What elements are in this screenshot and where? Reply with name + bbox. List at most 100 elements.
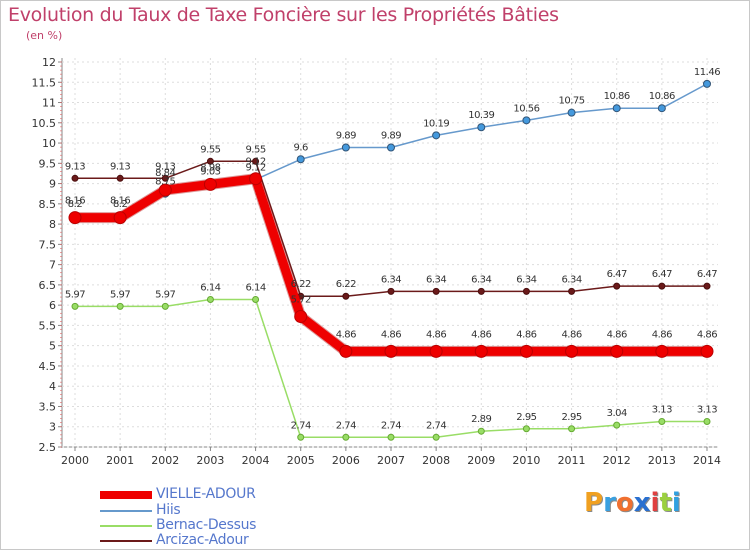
data-point-arcizac-adour xyxy=(568,287,576,295)
data-label-bernac-dessus: 2.74 xyxy=(426,420,446,431)
data-point-bernac-dessus xyxy=(71,302,79,310)
data-point-bernac-dessus xyxy=(703,417,711,425)
y-tick-label: 7 xyxy=(49,259,56,272)
x-tick-label: 2004 xyxy=(242,454,270,467)
data-label-vielle-adour: 4.86 xyxy=(471,329,491,340)
data-label-vielle-adour: 4.86 xyxy=(561,329,581,340)
data-label-vielle-adour: 8.16 xyxy=(110,196,130,207)
data-point-hiis xyxy=(703,79,711,88)
data-label-hiis: 10.39 xyxy=(468,110,494,121)
data-label-arcizac-adour: 6.22 xyxy=(336,279,356,290)
x-tick-label: 2009 xyxy=(467,454,495,467)
data-point-arcizac-adour xyxy=(161,174,169,182)
data-label-hiis: 8.75 xyxy=(155,177,175,188)
x-tick-label: 2010 xyxy=(512,454,540,467)
data-point-arcizac-adour xyxy=(252,157,260,165)
data-label-hiis: 11.46 xyxy=(694,67,720,78)
data-point-vielle-adour xyxy=(474,344,488,358)
x-tick-label: 2013 xyxy=(648,454,676,467)
logo-letter: i xyxy=(650,488,660,518)
data-point-hiis xyxy=(522,116,531,125)
logo-letter: r xyxy=(603,488,616,518)
data-point-bernac-dessus xyxy=(568,425,576,433)
data-point-hiis xyxy=(477,123,486,132)
y-tick-label: 4 xyxy=(49,380,56,393)
data-point-arcizac-adour xyxy=(477,287,485,295)
data-label-vielle-adour: 4.86 xyxy=(336,329,356,340)
data-label-vielle-adour: 8.16 xyxy=(65,196,85,207)
data-label-vielle-adour: 4.86 xyxy=(516,329,536,340)
data-point-vielle-adour xyxy=(610,344,624,358)
y-tick-label: 11 xyxy=(42,97,56,110)
data-point-arcizac-adour xyxy=(658,282,666,290)
x-tick-label: 2014 xyxy=(693,454,721,467)
data-label-vielle-adour: 4.86 xyxy=(697,329,717,340)
data-point-arcizac-adour xyxy=(71,174,79,182)
data-point-vielle-adour xyxy=(158,183,172,197)
data-point-hiis xyxy=(387,143,395,152)
legend-swatch-vielle-adour xyxy=(100,491,152,499)
y-tick-label: 10.5 xyxy=(32,117,57,130)
data-label-arcizac-adour: 9.55 xyxy=(245,144,265,155)
legend-swatch-hiis xyxy=(100,510,152,512)
data-label-arcizac-adour: 6.34 xyxy=(561,274,581,285)
y-tick-label: 3.5 xyxy=(39,400,57,413)
data-label-vielle-adour: 9.12 xyxy=(245,157,265,168)
data-label-hiis: 9.89 xyxy=(381,131,401,142)
data-label-bernac-dessus: 2.95 xyxy=(561,412,581,423)
data-point-bernac-dessus xyxy=(477,427,485,435)
data-label-hiis: 10.86 xyxy=(604,91,630,102)
data-point-vielle-adour xyxy=(68,211,82,225)
data-point-vielle-adour xyxy=(339,344,353,358)
data-label-hiis: 10.56 xyxy=(513,103,539,114)
data-point-bernac-dessus xyxy=(116,302,124,310)
data-label-hiis: 9.6 xyxy=(294,142,309,153)
y-tick-label: 9 xyxy=(49,178,56,191)
data-label-vielle-adour: 4.86 xyxy=(381,329,401,340)
data-point-vielle-adour xyxy=(519,344,533,358)
data-point-arcizac-adour xyxy=(116,174,124,182)
data-label-bernac-dessus: 2.74 xyxy=(336,420,356,431)
y-tick-label: 4.5 xyxy=(39,360,57,373)
data-point-vielle-adour xyxy=(294,310,308,324)
data-label-bernac-dessus: 2.89 xyxy=(471,414,491,425)
data-label-bernac-dessus: 5.97 xyxy=(110,289,130,300)
data-label-arcizac-adour: 6.47 xyxy=(652,269,672,280)
data-point-arcizac-adour xyxy=(342,292,350,300)
data-point-hiis xyxy=(341,143,350,152)
data-label-arcizac-adour: 6.22 xyxy=(291,279,311,290)
data-point-arcizac-adour xyxy=(703,282,711,290)
data-point-arcizac-adour xyxy=(522,287,530,295)
data-label-bernac-dessus: 2.74 xyxy=(291,420,311,431)
logo-letter: x xyxy=(633,488,651,518)
data-label-hiis: 10.75 xyxy=(559,96,585,107)
data-label-bernac-dessus: 6.14 xyxy=(245,282,265,293)
data-label-bernac-dessus: 6.14 xyxy=(200,282,220,293)
logo-letter: i xyxy=(671,488,681,518)
data-point-vielle-adour xyxy=(384,344,398,358)
data-label-arcizac-adour: 6.34 xyxy=(516,274,536,285)
data-label-bernac-dessus: 5.97 xyxy=(155,289,175,300)
data-label-arcizac-adour: 9.13 xyxy=(65,161,85,172)
data-label-bernac-dessus: 2.74 xyxy=(381,420,401,431)
data-label-vielle-adour: 4.86 xyxy=(652,329,672,340)
y-tick-label: 7.5 xyxy=(39,238,57,251)
y-tick-label: 8.5 xyxy=(39,198,57,211)
x-tick-label: 2012 xyxy=(603,454,631,467)
data-label-arcizac-adour: 9.13 xyxy=(155,161,175,172)
y-tick-label: 9.5 xyxy=(39,157,57,170)
chart-subtitle: (en %) xyxy=(26,29,63,42)
y-tick-label: 10 xyxy=(42,137,56,150)
x-tick-label: 2006 xyxy=(332,454,360,467)
data-label-hiis: 8.2 xyxy=(113,199,128,210)
data-label-bernac-dessus: 3.13 xyxy=(652,404,672,415)
legend-label-vielle-adour: VIELLE-ADOUR xyxy=(156,486,256,502)
y-tick-label: 8 xyxy=(49,218,56,231)
data-label-vielle-adour: 5.72 xyxy=(291,295,311,306)
y-tick-label: 5 xyxy=(49,340,56,353)
logo-letter: P xyxy=(584,488,604,518)
data-point-vielle-adour xyxy=(249,172,263,186)
proxiti-logo: Proxiti xyxy=(584,488,681,518)
